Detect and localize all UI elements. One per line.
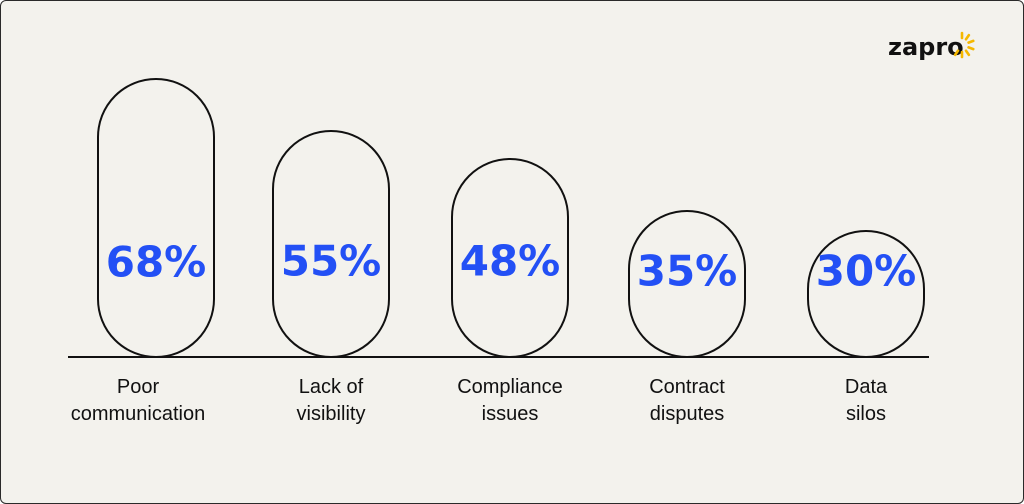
logo-text: zapro (888, 33, 964, 61)
category-label-5-line-1: Data (845, 376, 888, 398)
sun-icon (953, 31, 975, 59)
sun-ray-7 (953, 49, 960, 57)
value-label-1: 68% (106, 238, 207, 287)
value-label-5: 30% (816, 247, 917, 296)
zapro-logo: zapro (888, 31, 975, 61)
sun-ray-4 (967, 46, 975, 51)
category-label-1-line-2: communication (71, 403, 206, 425)
value-label-4: 35% (637, 247, 738, 296)
value-label-3: 48% (460, 237, 561, 286)
value-label-2: 55% (281, 237, 382, 286)
category-label-3-line-2: issues (482, 403, 539, 425)
sun-ray-2 (964, 33, 971, 41)
category-label-5-line-2: silos (846, 403, 886, 425)
category-label-4-line-1: Contract (649, 376, 725, 398)
bar-1 (97, 78, 215, 358)
category-label-2-line-2: visibility (297, 403, 366, 425)
category-label-3-line-1: Compliance (457, 376, 563, 398)
category-labels: Poor communication Lack of visibility Compli… (71, 376, 888, 425)
bars-group: 68% 55% 48% 35% 30% (97, 78, 925, 358)
category-label-2-line-1: Lack of (299, 376, 364, 398)
category-label-1-line-1: Poor (117, 376, 160, 398)
sun-ray-5 (964, 49, 971, 57)
sun-ray-3 (967, 39, 975, 44)
category-label-4-line-2: disputes (650, 403, 725, 425)
